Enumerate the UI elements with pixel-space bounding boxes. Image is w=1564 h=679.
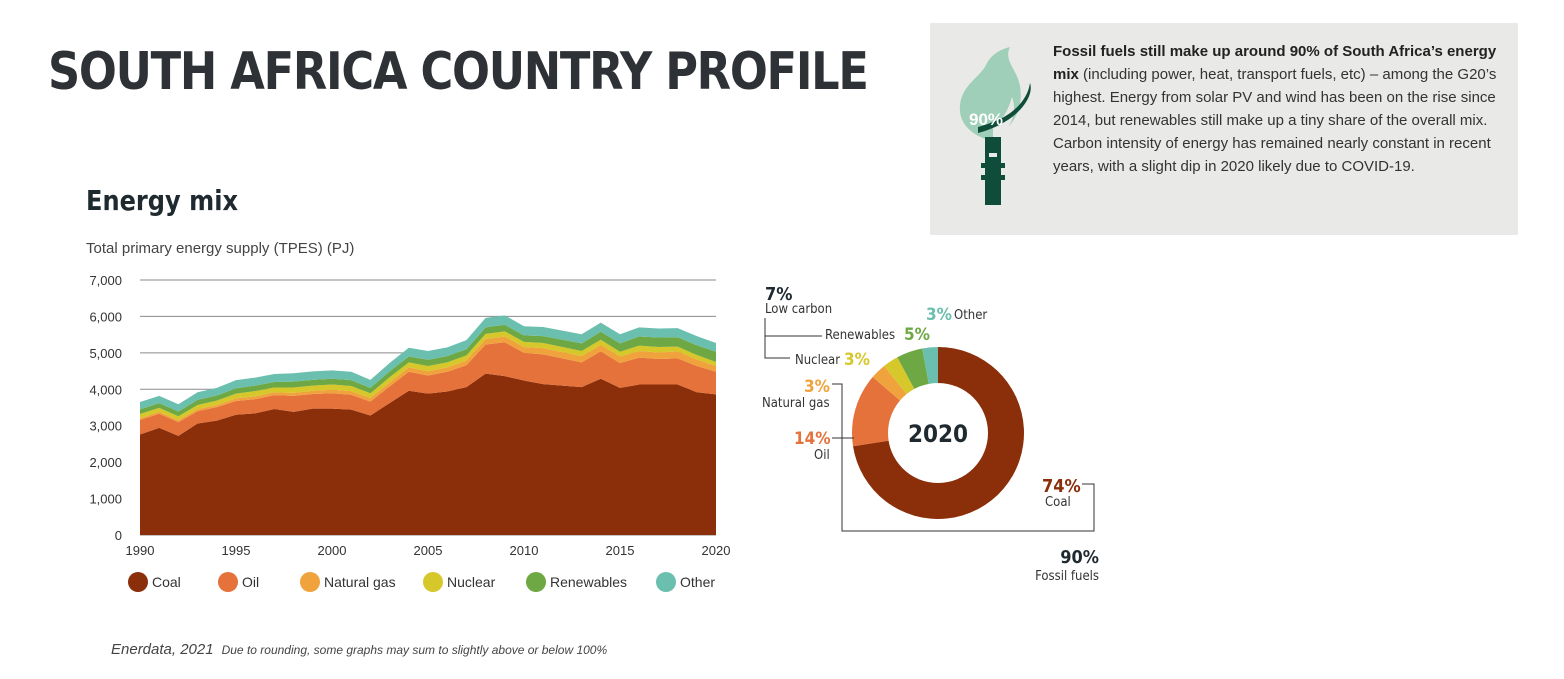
y-tick-label: 5,000 — [89, 346, 122, 361]
legend-swatch — [526, 572, 546, 592]
section-title: Energy mix — [86, 184, 239, 217]
group-label-low-carbon-value: 7% — [765, 284, 793, 305]
legend-item-other: Other — [656, 572, 736, 592]
chart-subtitle: Total primary energy supply (TPES) (PJ) — [86, 240, 355, 257]
y-tick-label: 2,000 — [89, 455, 122, 470]
legend-label: Renewables — [550, 574, 628, 590]
legend-item-natural-gas: Natural gas — [300, 572, 423, 592]
legend-item-coal: Coal — [128, 572, 218, 592]
slice-label-renewables-name: Renewables — [825, 328, 895, 343]
legend-item-nuclear: Nuclear — [423, 572, 526, 592]
torch-icon: 90% — [959, 47, 1031, 205]
footer: Enerdata, 2021 Due to rounding, some grap… — [111, 641, 607, 659]
energy-donut-chart: 2020 7% Low carbon Renewables 5% Nuclear… — [762, 284, 1099, 584]
group-label-fossil-fuels: Fossil fuels — [1035, 569, 1099, 584]
area-series-natural-gas — [140, 336, 716, 423]
source-note: Enerdata, 2021 — [111, 641, 214, 658]
slice-label-nuclear-value: 3% — [844, 350, 870, 370]
slice-label-coal-value: 74% — [1042, 476, 1081, 497]
low-carbon-bracket — [764, 318, 822, 359]
torch-label: 90% — [969, 110, 1003, 129]
legend-label: Coal — [152, 574, 181, 590]
legend-label: Nuclear — [447, 574, 496, 590]
slice-label-other-name: Other — [954, 308, 987, 323]
x-tick-label: 2010 — [510, 543, 539, 558]
legend-label: Natural gas — [324, 574, 396, 590]
slice-label-natural-gas-name: Natural gas — [762, 396, 830, 411]
y-tick-label: 3,000 — [89, 419, 122, 434]
y-tick-label: 7,000 — [89, 273, 122, 288]
area-series-coal — [140, 373, 716, 535]
legend-swatch — [423, 572, 443, 592]
legend-swatch — [218, 572, 238, 592]
x-tick-label: 2015 — [606, 543, 635, 558]
info-text: Fossil fuels still make up around 90% of… — [1053, 40, 1503, 178]
info-box: 90% Fossil fuels still make up around 90… — [930, 23, 1518, 235]
legend-item-oil: Oil — [218, 572, 300, 592]
torch-handle — [985, 137, 1001, 205]
x-tick-label: 1990 — [126, 543, 155, 558]
slice-label-oil-name: Oil — [814, 448, 830, 463]
legend-item-renewables: Renewables — [526, 572, 656, 592]
slice-label-renewables-value: 5% — [904, 325, 930, 345]
x-tick-label: 2005 — [414, 543, 443, 558]
torch-flame-icon — [959, 47, 1021, 195]
slice-label-oil-value: 14% — [794, 429, 831, 449]
y-tick-label: 1,000 — [89, 492, 122, 507]
slice-label-nuclear-name: Nuclear — [795, 353, 840, 368]
legend-swatch — [300, 572, 320, 592]
x-tick-label: 2000 — [318, 543, 347, 558]
rounding-note: Due to rounding, some graphs may sum to … — [221, 643, 608, 657]
x-tick-label: 2020 — [702, 543, 730, 558]
donut-hole — [888, 383, 988, 483]
group-label-fossil-fuels-value: 90% — [1060, 547, 1099, 568]
area-series-oil — [140, 342, 716, 436]
y-tick-label: 4,000 — [89, 382, 122, 397]
group-label-low-carbon: Low carbon — [765, 302, 832, 317]
donut-center-label: 2020 — [908, 420, 968, 448]
y-tick-label: 6,000 — [89, 309, 122, 324]
slice-label-coal-name: Coal — [1045, 495, 1071, 510]
area-series-nuclear — [140, 331, 716, 421]
info-text-body: (including power, heat, transport fuels,… — [1053, 66, 1497, 175]
fossil-fuels-bracket — [841, 454, 1095, 532]
chart-legend: Coal Oil Natural gas Nuclear Renewables Other — [128, 572, 736, 592]
slice-label-natural-gas-value: 3% — [804, 377, 830, 397]
page-title: SOUTH AFRICA COUNTRY PROFILE — [48, 42, 869, 102]
slice-label-other-value: 3% — [926, 305, 952, 325]
legend-label: Other — [680, 574, 716, 590]
info-text-bold: Fossil fuels still make up around 90% of… — [1053, 43, 1497, 83]
legend-swatch — [656, 572, 676, 592]
legend-label: Oil — [242, 574, 260, 590]
area-series-renewables — [140, 324, 716, 417]
area-series-other — [140, 315, 716, 412]
legend-swatch — [128, 572, 148, 592]
x-tick-label: 1995 — [222, 543, 251, 558]
y-tick-label: 0 — [115, 528, 122, 543]
energy-area-chart: 0 1,000 2,000 3,000 4,000 5,000 6,000 7,000 199… — [89, 273, 730, 558]
